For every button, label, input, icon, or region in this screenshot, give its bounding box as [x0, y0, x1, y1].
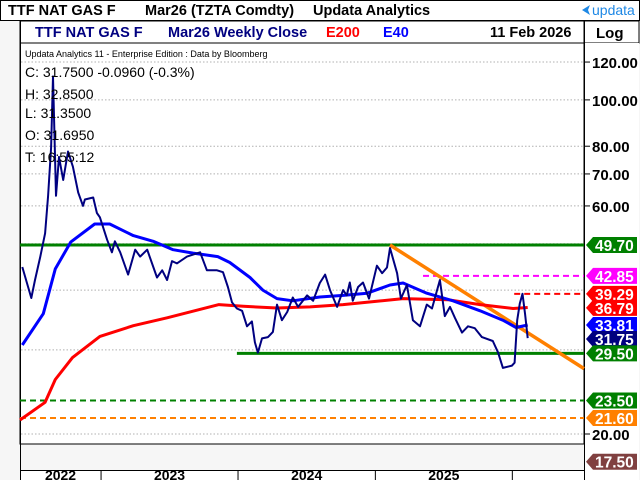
series-line-e40 [21, 222, 529, 346]
value-tag-label: 42.85 [595, 269, 634, 286]
value-tag-label: 33.81 [595, 318, 634, 335]
legend-date: 11 Feb 2026 [490, 25, 571, 41]
x-tick-label: 2022 [45, 467, 76, 480]
x-tick-label: 2023 [154, 467, 185, 480]
series-line-mar26-weekly-close [21, 75, 529, 369]
y-tick-label: 100.00 [592, 93, 638, 110]
value-tag-bg [586, 317, 637, 334]
x-axis: 2022 2023 2024 2025 [45, 467, 513, 480]
value-tag-bg [586, 267, 637, 284]
value-tag: 29.50 [586, 345, 637, 363]
ohlc-open: O: 31.6950 [25, 127, 94, 143]
value-tag: 23.50 [586, 392, 637, 411]
title-instrument: TTF NAT GAS F [8, 3, 116, 19]
logo-text: updata [592, 2, 635, 18]
value-tag: 39.29 [586, 285, 637, 304]
ohlc-high: H: 32.8500 [25, 86, 94, 102]
y-tick-label: 70.00 [592, 167, 630, 184]
value-tag: 31.75 [586, 331, 637, 349]
y-tick-label: 80.00 [592, 139, 630, 156]
series [19, 75, 529, 422]
title-vendor: Updata Analytics [313, 3, 430, 19]
value-tag-bg [586, 285, 637, 302]
y-axis: 120.00 100.00 80.00 70.00 60.00 20.00 [584, 55, 638, 444]
value-tag-bg [586, 237, 637, 254]
legend-series: Mar26 Weekly Close [168, 25, 307, 41]
value-tag-label: 29.50 [595, 346, 634, 363]
value-tag-label: 36.79 [595, 301, 634, 318]
value-tag-label: 23.50 [595, 394, 634, 411]
value-tag-label: 49.70 [595, 238, 634, 255]
title-contract: Mar26 (TZTA Comdty) [145, 3, 294, 19]
value-tag-bg [586, 331, 637, 348]
y-tick-label: 120.00 [592, 55, 638, 72]
legend-instrument: TTF NAT GAS F [35, 25, 143, 41]
x-axis-panel [20, 470, 584, 480]
value-tag-label: 21.60 [595, 411, 634, 428]
value-tag-bg [586, 345, 637, 362]
value-tag-bg [586, 410, 637, 427]
value-tag: 17.50 [586, 453, 637, 472]
value-tag: 36.79 [586, 299, 637, 318]
ohlc-low: L: 31.3500 [25, 105, 91, 121]
y-tick-label: 20.00 [592, 427, 630, 444]
x-tick-label: 2024 [291, 467, 322, 480]
value-tag: 21.60 [586, 410, 637, 428]
ohlc-time: T: 16:55:12 [25, 149, 94, 165]
value-tag: 42.85 [586, 267, 637, 286]
x-tick-label: 2025 [428, 467, 459, 480]
scale-type[interactable]: Log [596, 25, 624, 42]
value-tag: 33.81 [586, 317, 637, 335]
updata-logo: updata [582, 2, 635, 18]
value-tag-bg [586, 299, 637, 316]
ohlc-close: C: 31.7500 -0.0960 (-0.3%) [25, 64, 195, 80]
value-tag-bg [586, 392, 637, 409]
data-source: Updata Analytics 11 - Enterprise Edition… [25, 49, 267, 59]
value-tag-label: 31.75 [595, 332, 634, 349]
legend-e40: E40 [383, 25, 409, 41]
value-tag-label: 17.50 [595, 455, 634, 472]
value-tag: 49.70 [586, 237, 637, 255]
y-tick-label: 60.00 [592, 199, 630, 216]
value-tag-bg [586, 453, 637, 470]
legend-e200: E200 [326, 25, 360, 41]
logo-arrow-icon [582, 5, 590, 15]
value-tag-label: 39.29 [595, 287, 634, 304]
